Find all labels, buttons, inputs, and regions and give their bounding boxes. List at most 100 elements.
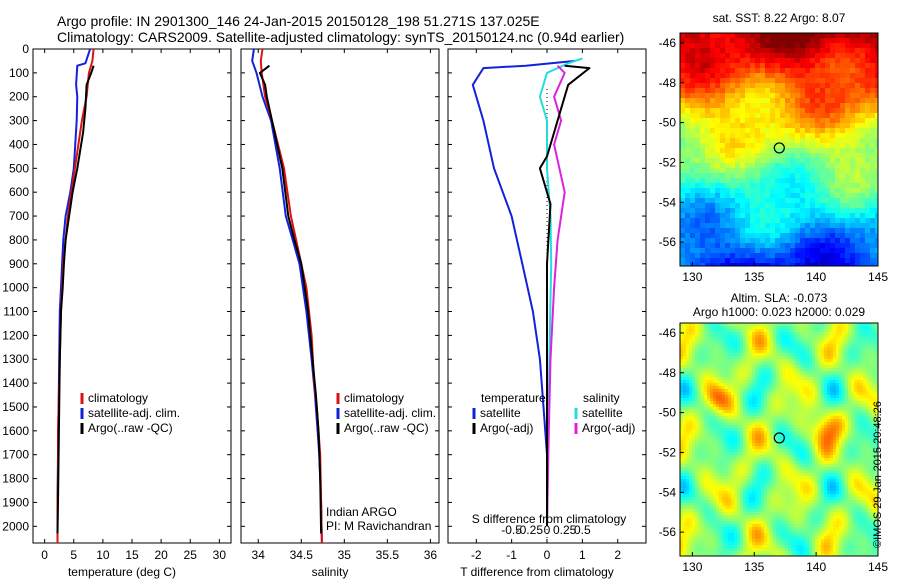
heatmap-cell — [872, 338, 876, 342]
heatmap-cell — [790, 203, 796, 209]
heatmap-cell — [775, 208, 781, 214]
heatmap-cell — [745, 133, 751, 139]
heatmap-cell — [690, 153, 696, 159]
heatmap-cell — [745, 73, 751, 79]
heatmap-cell — [820, 168, 826, 174]
heatmap-cell — [869, 446, 873, 450]
heatmap-cell — [836, 323, 840, 327]
heatmap-cell — [776, 353, 780, 357]
heatmap-cell — [775, 33, 781, 39]
heatmap-cell — [765, 153, 771, 159]
heatmap-cell — [866, 404, 870, 408]
heatmap-cell — [810, 43, 816, 49]
heatmap-cell — [820, 198, 826, 204]
y-tick-label: 1000 — [2, 281, 29, 295]
heatmap-cell — [860, 208, 866, 214]
heatmap-cell — [821, 404, 825, 408]
heatmap-cell — [779, 422, 783, 426]
heatmap-cell — [806, 428, 810, 432]
heatmap-cell — [690, 173, 696, 179]
heatmap-cell — [685, 88, 691, 94]
heatmap-cell — [765, 243, 771, 249]
heatmap-cell — [707, 386, 711, 390]
heatmap-cell — [810, 63, 816, 69]
heatmap-cell — [761, 395, 765, 399]
heatmap-cell — [728, 428, 732, 432]
heatmap-cell — [707, 404, 711, 408]
heatmap-cell — [815, 143, 821, 149]
heatmap-cell — [704, 437, 708, 441]
heatmap-cell — [800, 392, 804, 396]
heatmap-cell — [836, 389, 840, 393]
heatmap-cell — [850, 83, 856, 89]
y-tick-label: 100 — [9, 66, 29, 80]
heatmap-cell — [701, 338, 705, 342]
heatmap-cell — [760, 58, 766, 64]
heatmap-cell — [842, 368, 846, 372]
heatmap-cell — [872, 371, 876, 375]
heatmap-cell — [737, 377, 741, 381]
heatmap-cell — [686, 323, 690, 327]
heatmap-cell — [857, 449, 861, 453]
heatmap-cell — [821, 425, 825, 429]
heatmap-cell — [809, 401, 813, 405]
heatmap-cell — [770, 329, 774, 333]
heatmap-cell — [725, 449, 729, 453]
heatmap-cell — [788, 410, 792, 414]
heatmap-cell — [746, 386, 750, 390]
heatmap-cell — [809, 440, 813, 444]
heatmap-cell — [830, 374, 834, 378]
heatmap-cell — [875, 329, 879, 333]
heatmap-cell — [800, 193, 806, 199]
heatmap-cell — [767, 332, 771, 336]
heatmap-cell — [692, 359, 696, 363]
heatmap-cell — [869, 428, 873, 432]
heatmap-cell — [710, 392, 714, 396]
heatmap-cell — [848, 446, 852, 450]
heatmap-cell — [735, 148, 741, 154]
heatmap-cell — [809, 371, 813, 375]
heatmap-cell — [845, 208, 851, 214]
heatmap-cell — [869, 410, 873, 414]
heatmap-cell — [728, 398, 732, 402]
heatmap-cell — [752, 425, 756, 429]
heatmap-cell — [731, 362, 735, 366]
heatmap-cell — [701, 332, 705, 336]
heatmap-cell — [860, 203, 866, 209]
heatmap-cell — [788, 386, 792, 390]
heatmap-cell — [719, 428, 723, 432]
heatmap-cell — [767, 443, 771, 447]
heatmap-cell — [735, 118, 741, 124]
heatmap-cell — [815, 243, 821, 249]
heatmap-cell — [731, 380, 735, 384]
heatmap-cell — [866, 434, 870, 438]
heatmap-cell — [686, 413, 690, 417]
heatmap-cell — [735, 153, 741, 159]
heatmap-cell — [698, 377, 702, 381]
heatmap-cell — [795, 198, 801, 204]
heatmap-cell — [803, 353, 807, 357]
heatmap-cell — [818, 389, 822, 393]
heatmap-cell — [875, 223, 879, 229]
heatmap-cell — [740, 93, 746, 99]
heatmap-cell — [725, 383, 729, 387]
heatmap-cell — [855, 53, 861, 59]
heatmap-cell — [737, 335, 741, 339]
heatmap-cell — [683, 434, 687, 438]
heatmap-cell — [764, 359, 768, 363]
heatmap-cell — [701, 341, 705, 345]
heatmap-cell — [695, 33, 701, 39]
heatmap-cell — [755, 213, 761, 219]
heatmap-cell — [810, 238, 816, 244]
heatmap-cell — [835, 93, 841, 99]
heatmap-cell — [830, 163, 836, 169]
heatmap-cell — [770, 33, 776, 39]
heatmap-cell — [710, 380, 714, 384]
heatmap-cell — [750, 38, 756, 44]
heatmap-cell — [790, 78, 796, 84]
heatmap-cell — [794, 347, 798, 351]
heatmap-cell — [800, 38, 806, 44]
heatmap-cell — [695, 208, 701, 214]
heatmap-cell — [830, 68, 836, 74]
heatmap-cell — [765, 58, 771, 64]
